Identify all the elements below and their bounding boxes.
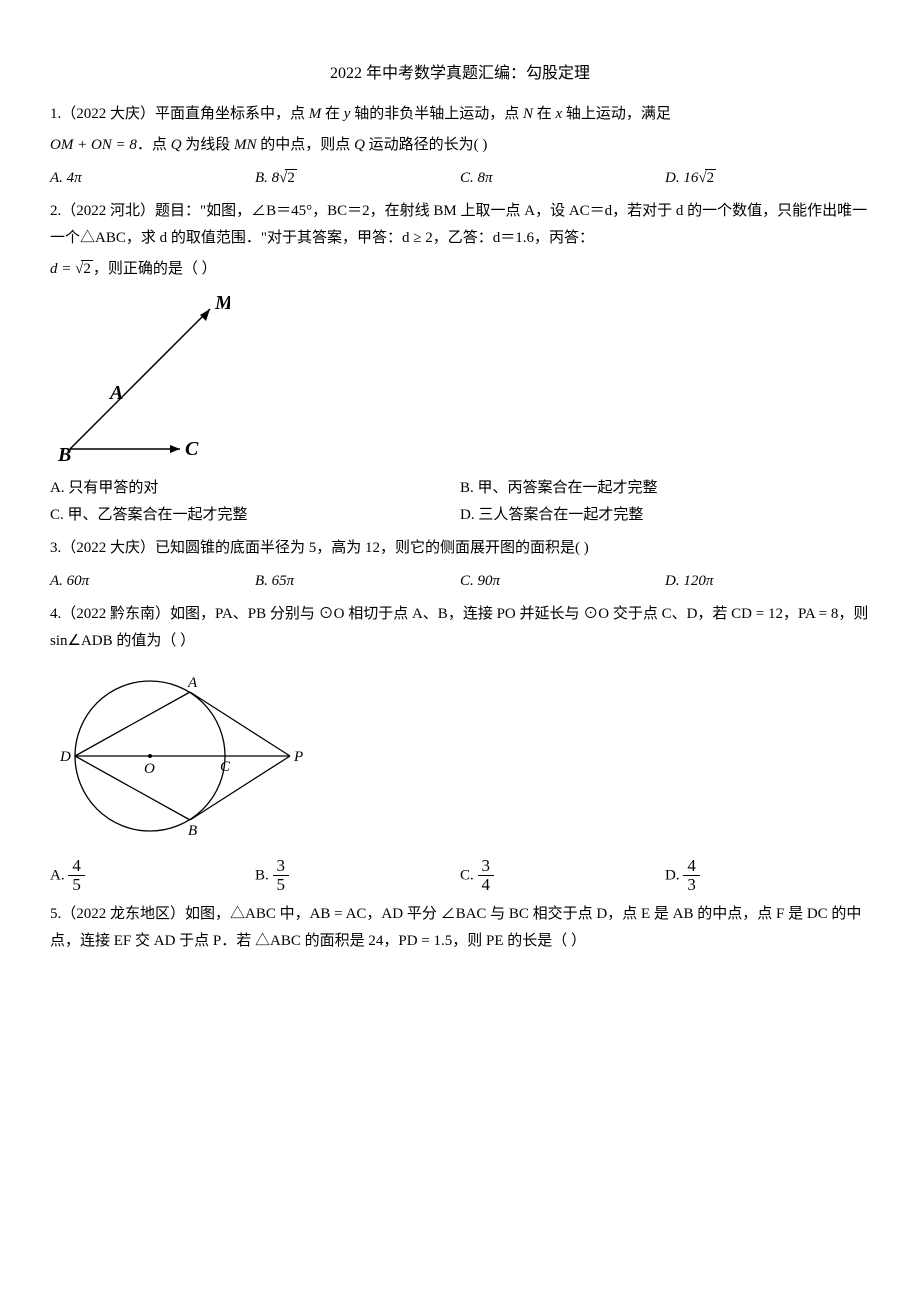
q1-opt-d: D. 16√2: [665, 165, 870, 192]
label-A: A: [187, 675, 198, 691]
label-B: B: [57, 444, 71, 466]
q1-opt-c: C. 8π: [460, 165, 665, 192]
fraction: 43: [683, 857, 700, 895]
q1-MN: MN: [234, 137, 257, 153]
numerator: 4: [68, 857, 85, 877]
numerator: 3: [478, 857, 495, 877]
q2-opt-b: B. 甲、丙答案合在一起才完整: [460, 475, 870, 502]
q3-opt-d: D. 120π: [665, 568, 870, 595]
q2-opt-c: C. 甲、乙答案合在一起才完整: [50, 502, 460, 529]
q3-opt-c: C. 90π: [460, 568, 665, 595]
question-3: 3.（2022 大庆）已知圆锥的底面半径为 5，高为 12，则它的侧面展开图的面…: [50, 535, 870, 562]
label-P: P: [293, 749, 303, 765]
q2-options: A. 只有甲答的对 B. 甲、丙答案合在一起才完整 C. 甲、乙答案合在一起才完…: [50, 475, 870, 529]
opt-prefix: B.: [255, 867, 273, 883]
q1-opt-b: B. 8√2: [255, 165, 460, 192]
q1-Q2: Q: [354, 137, 365, 153]
opt-label: B. 8: [255, 170, 279, 186]
q2-figure: M A B C: [50, 289, 230, 469]
q2-text: 2.（2022 河北）题目："如图，∠B＝45°，BC＝2，在射线 BM 上取一…: [50, 203, 867, 246]
q1-text: ．点: [137, 137, 171, 153]
q2-tail: ，则正确的是（ ）: [93, 261, 217, 277]
q3-opt-b: B. 65π: [255, 568, 460, 595]
q1-options: A. 4π B. 8√2 C. 8π D. 16√2: [50, 165, 870, 192]
label-M: M: [214, 292, 230, 314]
q1-text: 在: [533, 106, 556, 122]
question-2-line2: d = √2，则正确的是（ ）: [50, 256, 870, 283]
page-title: 2022 年中考数学真题汇编：勾股定理: [50, 60, 870, 89]
q3-opt-a: A. 60π: [50, 568, 255, 595]
q1-eq: OM + ON = 8: [50, 137, 137, 153]
sqrt-icon: √2: [75, 256, 93, 283]
label-B: B: [188, 823, 197, 839]
q1-text: 轴的非负半轴上运动，点: [350, 106, 523, 122]
q4-opt-d: D. 43: [665, 857, 870, 895]
denominator: 4: [478, 876, 495, 895]
opt-label: A. 4π: [50, 170, 82, 186]
q1-text: 的中点，则点: [257, 137, 355, 153]
q2-opt-d: D. 三人答案合在一起才完整: [460, 502, 870, 529]
q4-figure: A B D O C P: [50, 661, 310, 851]
numerator: 3: [273, 857, 290, 877]
label-D: D: [59, 749, 71, 765]
denominator: 5: [273, 876, 290, 895]
q2-eq-pre: d =: [50, 261, 75, 277]
sqrt-icon: √2: [698, 165, 716, 192]
radicand: 2: [81, 260, 93, 277]
opt-prefix: D.: [665, 867, 683, 883]
opt-label: C. 8π: [460, 170, 493, 186]
sqrt-icon: √2: [279, 165, 297, 192]
radicand: 2: [705, 169, 717, 186]
q1-M: M: [309, 106, 322, 122]
fraction: 35: [273, 857, 290, 895]
opt-label: D. 16: [665, 170, 698, 186]
fraction: 34: [478, 857, 495, 895]
opt-prefix: A.: [50, 867, 68, 883]
denominator: 5: [68, 876, 85, 895]
q1-text: 运动路径的长为( ): [365, 137, 488, 153]
q1-opt-a: A. 4π: [50, 165, 255, 192]
q3-options: A. 60π B. 65π C. 90π D. 120π: [50, 568, 870, 595]
q1-Q: Q: [171, 137, 182, 153]
question-1: 1.（2022 大庆）平面直角坐标系中，点 M 在 y 轴的非负半轴上运动，点 …: [50, 101, 870, 128]
radicand: 2: [285, 169, 297, 186]
q4-opt-b: B. 35: [255, 857, 460, 895]
label-C: C: [220, 759, 231, 775]
question-2: 2.（2022 河北）题目："如图，∠B＝45°，BC＝2，在射线 BM 上取一…: [50, 198, 870, 252]
q4-opt-c: C. 34: [460, 857, 665, 895]
question-1-line2: OM + ON = 8．点 Q 为线段 MN 的中点，则点 Q 运动路径的长为(…: [50, 132, 870, 159]
q1-text: 在: [321, 106, 344, 122]
numerator: 4: [683, 857, 700, 877]
label-A: A: [108, 382, 123, 404]
q1-text: 为线段: [182, 137, 235, 153]
opt-prefix: C.: [460, 867, 478, 883]
q4-options: A. 45 B. 35 C. 34 D. 43: [50, 857, 870, 895]
label-C: C: [185, 438, 199, 460]
fraction: 45: [68, 857, 85, 895]
question-5: 5.（2022 龙东地区）如图，△ABC 中，AB = AC，AD 平分 ∠BA…: [50, 901, 870, 955]
denominator: 3: [683, 876, 700, 895]
q4-opt-a: A. 45: [50, 857, 255, 895]
q1-text: 1.（2022 大庆）平面直角坐标系中，点: [50, 106, 309, 122]
question-4: 4.（2022 黔东南）如图，PA、PB 分别与 ⊙O 相切于点 A、B，连接 …: [50, 601, 870, 655]
q1-text: 轴上运动，满足: [562, 106, 671, 122]
q2-opt-a: A. 只有甲答的对: [50, 475, 460, 502]
label-O: O: [144, 761, 155, 777]
q1-N: N: [523, 106, 533, 122]
